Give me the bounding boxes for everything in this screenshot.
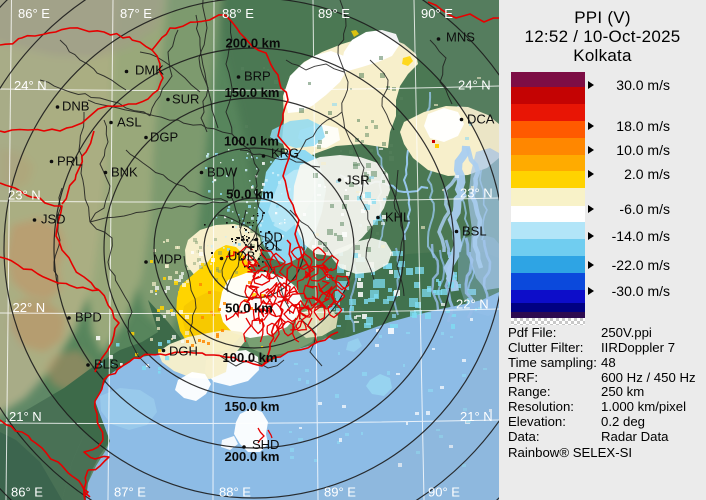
svg-text:BPD: BPD	[75, 310, 102, 325]
svg-text:DGH: DGH	[169, 344, 198, 359]
svg-text:21° N: 21° N	[9, 409, 42, 424]
svg-text:200.0 km: 200.0 km	[226, 35, 281, 50]
svg-text:KOL: KOL	[256, 239, 282, 254]
svg-text:89° E: 89° E	[318, 6, 350, 21]
svg-text:24° N: 24° N	[14, 78, 47, 93]
svg-text:BSL: BSL	[462, 224, 487, 239]
svg-text:23° N: 23° N	[460, 186, 493, 201]
svg-text:22° N: 22° N	[13, 300, 46, 315]
svg-text:87° E: 87° E	[120, 6, 152, 21]
svg-text:86° E: 86° E	[18, 6, 50, 21]
svg-text:89° E: 89° E	[324, 485, 356, 500]
svg-text:PRL: PRL	[57, 154, 82, 169]
svg-text:UDB: UDB	[228, 249, 255, 264]
svg-text:BLS: BLS	[94, 357, 119, 372]
svg-text:JSD: JSD	[41, 212, 66, 227]
svg-text:DD: DD	[264, 230, 283, 245]
svg-text:JSR: JSR	[345, 173, 370, 188]
svg-text:86° E: 86° E	[11, 485, 43, 500]
svg-text:KRG: KRG	[271, 146, 299, 161]
svg-text:DGP: DGP	[150, 130, 178, 145]
svg-text:SUR: SUR	[172, 92, 199, 107]
svg-text:DCA: DCA	[467, 112, 495, 127]
svg-text:BNK: BNK	[111, 165, 138, 180]
svg-text:87° E: 87° E	[114, 485, 146, 500]
svg-text:BRP: BRP	[244, 69, 271, 84]
svg-text:88° E: 88° E	[219, 485, 251, 500]
svg-text:90° E: 90° E	[428, 485, 460, 500]
svg-text:100.0 km: 100.0 km	[224, 133, 279, 148]
svg-text:23° N: 23° N	[8, 188, 41, 203]
svg-text:21° N: 21° N	[460, 409, 493, 424]
svg-text:90° E: 90° E	[421, 6, 453, 21]
svg-text:50.0 km: 50.0 km	[226, 186, 274, 201]
svg-text:DNB: DNB	[62, 99, 89, 114]
svg-text:22° N: 22° N	[456, 297, 489, 312]
svg-text:100.0 km: 100.0 km	[223, 350, 278, 365]
svg-text:MDP: MDP	[153, 252, 182, 267]
svg-text:50.0 km: 50.0 km	[225, 300, 273, 315]
svg-text:DMK: DMK	[135, 63, 164, 78]
svg-text:SHD: SHD	[252, 437, 279, 452]
svg-text:MNS: MNS	[446, 30, 475, 45]
svg-text:KHL: KHL	[385, 210, 410, 225]
svg-text:24° N: 24° N	[458, 78, 491, 93]
svg-text:150.0 km: 150.0 km	[225, 399, 280, 414]
svg-text:200.0 km: 200.0 km	[225, 449, 280, 464]
svg-text:ASL: ASL	[117, 115, 142, 130]
svg-text:BDW: BDW	[207, 165, 238, 180]
svg-text:150.0 km: 150.0 km	[225, 85, 280, 100]
svg-text:88° E: 88° E	[222, 6, 254, 21]
